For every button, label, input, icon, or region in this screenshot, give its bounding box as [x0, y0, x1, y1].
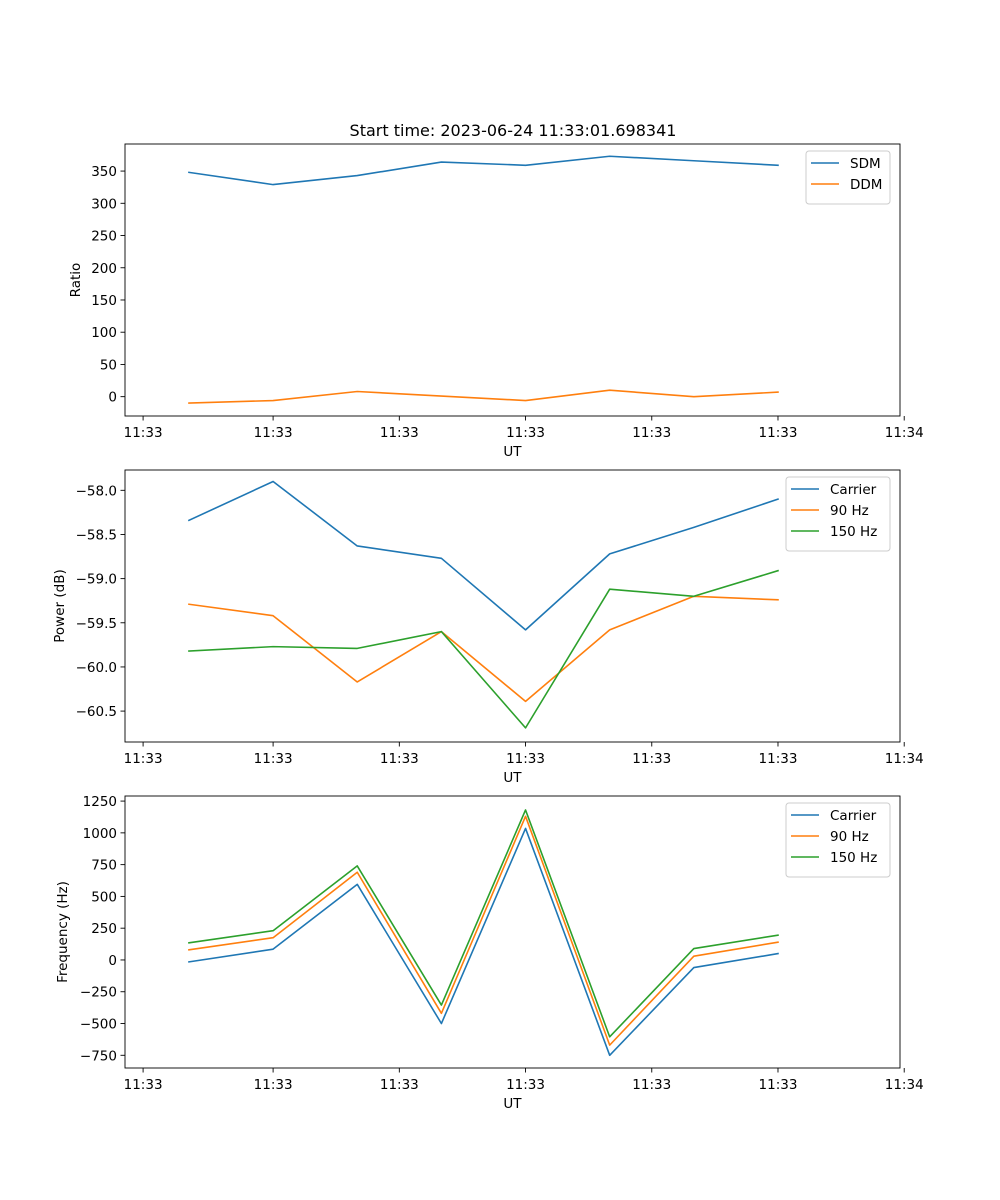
x-tick-label: 11:33 [632, 425, 671, 441]
series-line-carrier [188, 827, 779, 1057]
y-tick-label: −60.0 [76, 660, 117, 676]
series-line-90-hz [188, 595, 779, 703]
legend: Carrier 90 Hz 150 Hz [785, 802, 891, 878]
y-tick-label: 300 [91, 196, 117, 212]
y-tick-label: 350 [91, 164, 117, 180]
y-tick-label: 100 [91, 325, 117, 341]
legend-label: Carrier [830, 482, 877, 498]
axes-frame [124, 469, 901, 743]
legend-label: 150 Hz [830, 850, 877, 866]
y-tick-label: 200 [91, 261, 117, 277]
legend-label: 150 Hz [830, 524, 877, 540]
x-tick-label: 11:33 [759, 1077, 798, 1093]
axes-frame [124, 143, 901, 417]
x-tick-label: 11:33 [632, 1077, 671, 1093]
y-tick-label: −250 [80, 985, 117, 1001]
y-tick-label: 0 [108, 953, 117, 969]
x-tick-label: 11:33 [254, 751, 293, 767]
y-axis-label: Power (dB) [52, 569, 68, 642]
x-tick-label: 11:33 [380, 425, 419, 441]
legend: SDM DDM [805, 150, 891, 205]
x-tick-label: 11:33 [380, 751, 419, 767]
y-tick-label: 150 [91, 293, 117, 309]
x-tick-label: 11:33 [506, 1077, 545, 1093]
x-axis-label: UT [503, 444, 522, 460]
axes-frame [124, 795, 901, 1069]
y-tick-label: −60.5 [76, 704, 117, 720]
x-tick-label: 11:33 [380, 1077, 419, 1093]
charts-container: 11:33 11:33 11:33 11:33 11:33 11:33 11:34 0 50 10… [52, 143, 924, 1112]
chart-panel-1: 11:33 11:33 11:33 11:33 11:33 11:33 11:34 0 50 10… [68, 143, 924, 460]
y-tick-label: 500 [91, 889, 117, 905]
legend-label: 90 Hz [830, 503, 869, 519]
y-tick-label: 750 [91, 858, 117, 874]
y-tick-label: −59.0 [76, 572, 117, 588]
x-tick-label: 11:34 [885, 425, 924, 441]
x-tick-label: 11:33 [124, 751, 163, 767]
series-line-carrier [187, 480, 779, 631]
chart-panel-3: 11:33 11:33 11:33 11:33 11:33 11:33 11:34 1250 1… [55, 794, 924, 1112]
legend-box [785, 802, 891, 878]
legend-label: SDM [850, 156, 881, 172]
y-tick-label: −58.0 [76, 483, 117, 499]
legend-label: 90 Hz [830, 829, 869, 845]
x-tick-label: 11:33 [759, 751, 798, 767]
y-tick-label: 50 [100, 357, 117, 373]
x-axis-label: UT [503, 1096, 522, 1112]
y-tick-label: −500 [80, 1017, 117, 1033]
y-tick-label: −750 [80, 1048, 117, 1064]
x-tick-label: 11:33 [506, 751, 545, 767]
series-line-ddm [188, 389, 779, 404]
y-tick-label: −59.5 [76, 616, 117, 632]
x-tick-label: 11:33 [254, 1077, 293, 1093]
x-tick-label: 11:33 [632, 751, 671, 767]
legend-label: DDM [850, 177, 882, 193]
x-tick-label: 11:34 [885, 751, 924, 767]
y-tick-label: 250 [91, 229, 117, 245]
legend-box [805, 150, 891, 205]
y-axis-label: Frequency (Hz) [55, 881, 71, 983]
x-tick-label: 11:33 [124, 1077, 163, 1093]
series-line-sdm [188, 155, 779, 186]
x-tick-label: 11:33 [124, 425, 163, 441]
chart-panel-2: 11:33 11:33 11:33 11:33 11:33 11:33 11:34 −58.0… [52, 469, 924, 786]
y-tick-label: −58.5 [76, 527, 117, 543]
series-line-150-hz [188, 809, 779, 1038]
series-line-90-hz [188, 815, 779, 1046]
series-line-150-hz [188, 569, 779, 729]
legend: Carrier 90 Hz 150 Hz [785, 476, 891, 552]
x-tick-label: 11:34 [885, 1077, 924, 1093]
y-tick-label: 1250 [83, 794, 117, 810]
y-tick-label: 0 [108, 390, 117, 406]
x-tick-label: 11:33 [254, 425, 293, 441]
legend-box [785, 476, 891, 552]
x-axis-label: UT [503, 770, 522, 786]
chart-title: Start time: 2023-06-24 11:33:01.698341 [350, 121, 677, 140]
x-tick-label: 11:33 [506, 425, 545, 441]
y-axis-label: Ratio [68, 263, 84, 298]
y-tick-label: 1000 [83, 826, 117, 842]
y-tick-label: 250 [91, 921, 117, 937]
x-tick-label: 11:33 [759, 425, 798, 441]
legend-label: Carrier [830, 808, 877, 824]
